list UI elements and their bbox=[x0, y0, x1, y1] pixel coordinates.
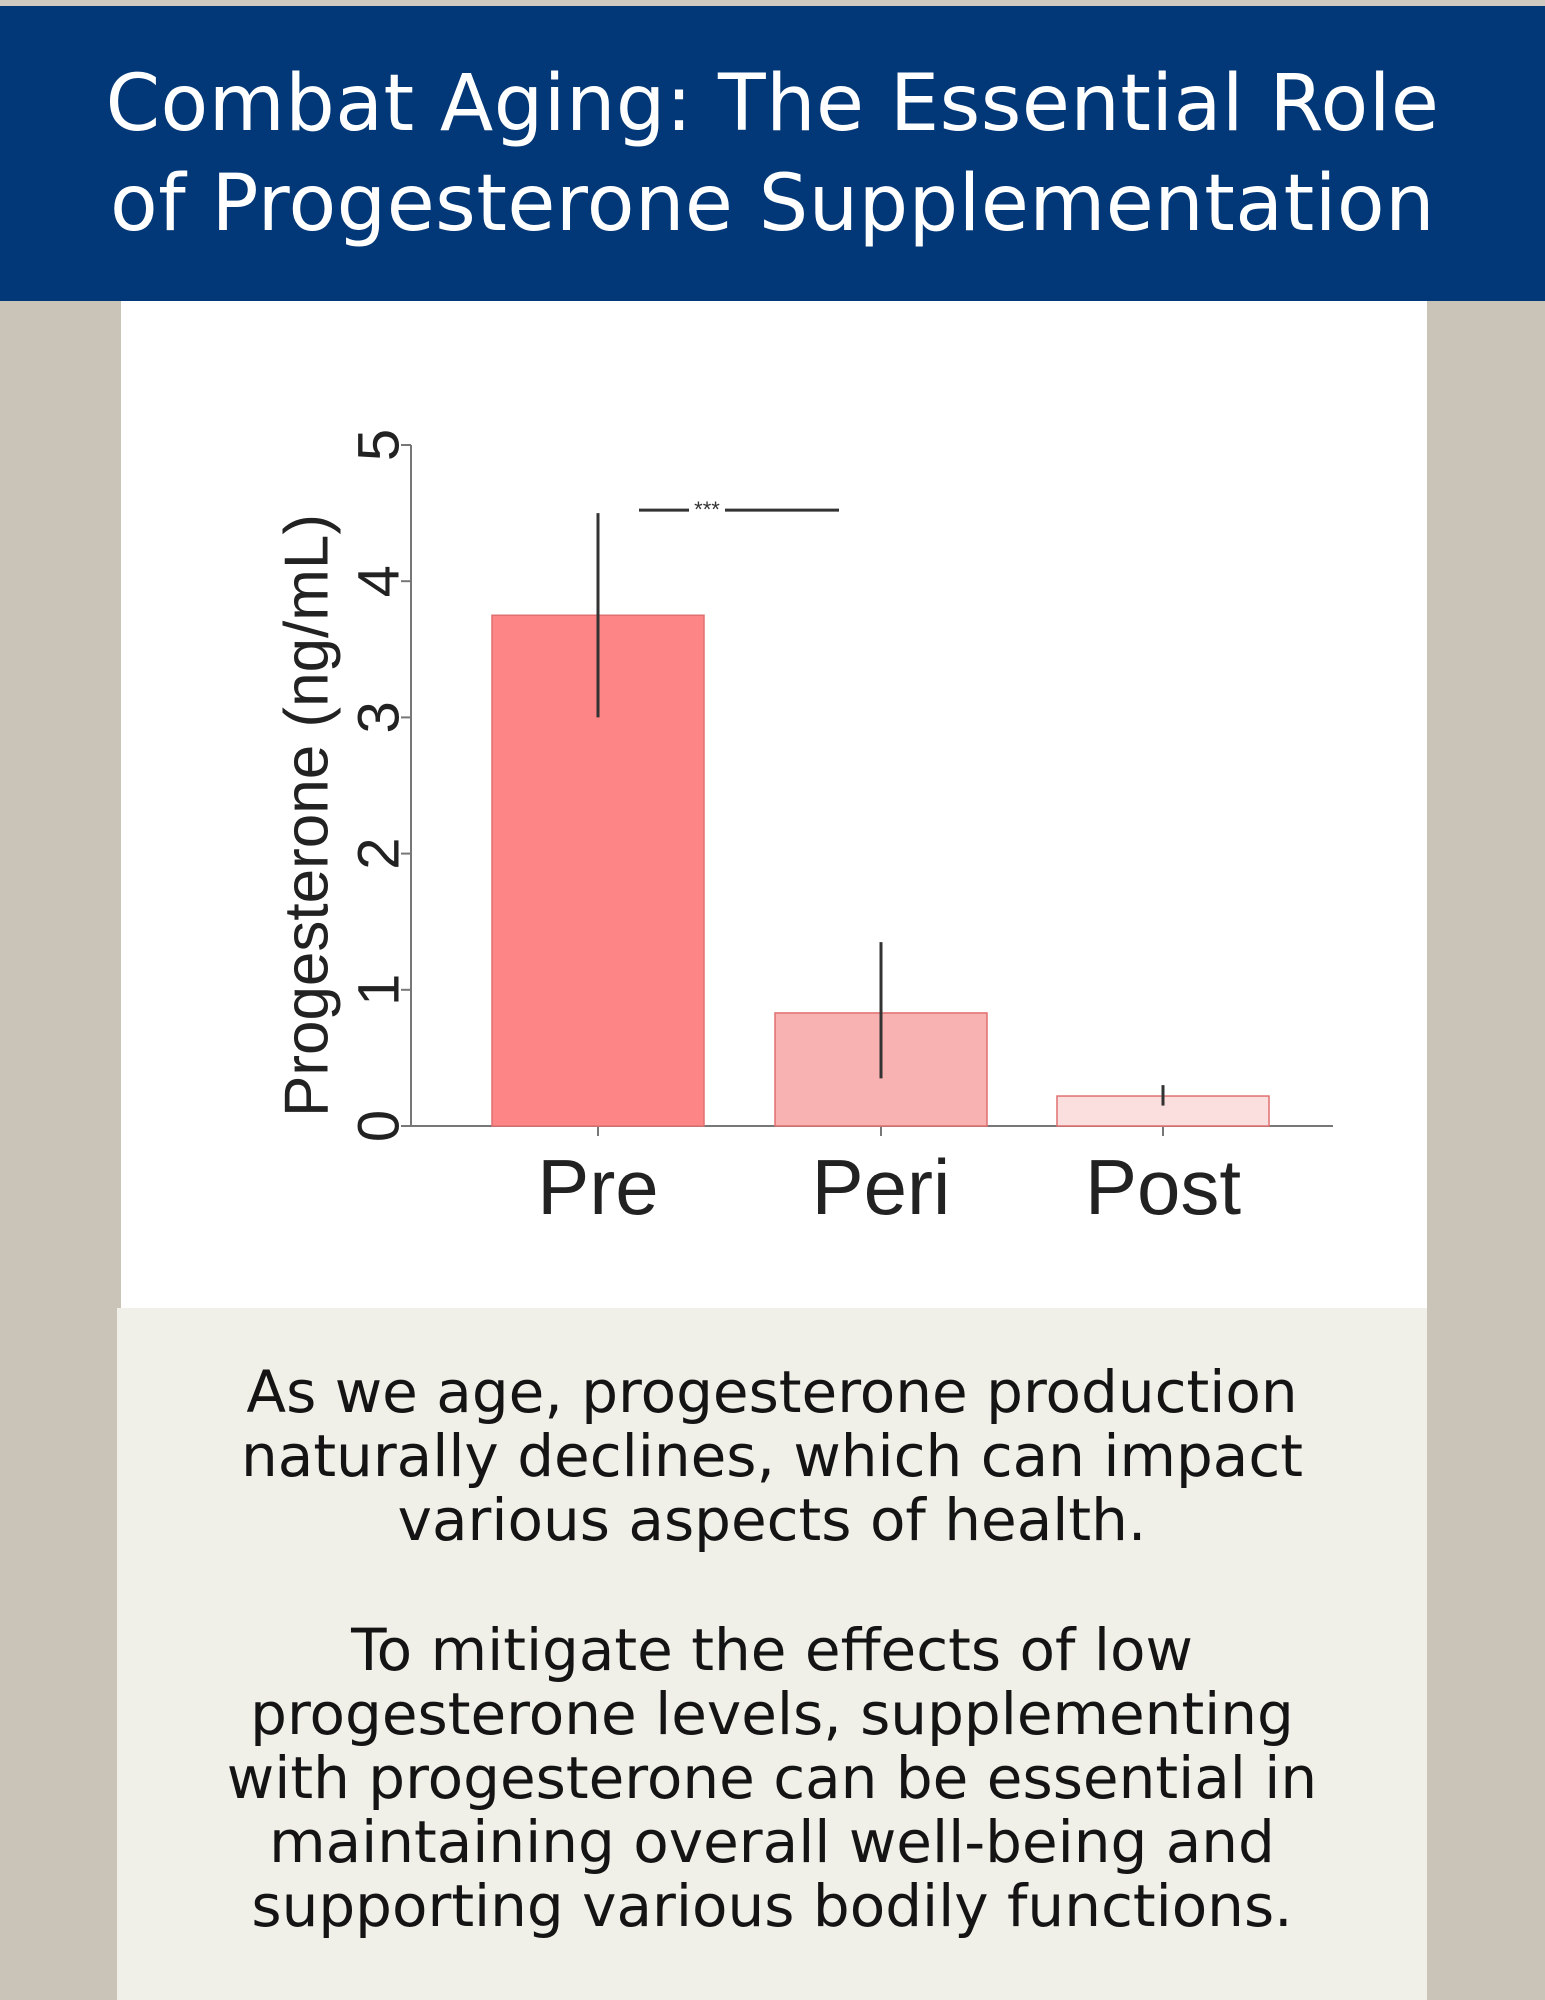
y-tick-label: 1 bbox=[346, 974, 411, 1006]
text-panel: As we age, progesterone production natur… bbox=[117, 1308, 1427, 2000]
x-tick-label-post: Post bbox=[1085, 1143, 1241, 1231]
y-tick-label: 4 bbox=[346, 565, 411, 597]
y-tick-label: 2 bbox=[346, 837, 411, 869]
chart-panel: 0 1 2 3 4 5 Progesterone (ng/mL) Pre Peri Post *** bbox=[121, 301, 1427, 1308]
paragraph-aging: As we age, progesterone production natur… bbox=[117, 1360, 1427, 1552]
paragraph-line: naturally declines, which can impact bbox=[241, 1422, 1303, 1490]
top-strip bbox=[0, 0, 1545, 6]
significance-label: *** bbox=[694, 497, 720, 522]
header-banner: Combat Aging: The Essential Role of Prog… bbox=[0, 6, 1545, 301]
paragraph-supplementing: To mitigate the effects of low progester… bbox=[117, 1618, 1427, 1938]
paragraph-line: various aspects of health. bbox=[397, 1486, 1147, 1554]
page-title-line-1: Combat Aging: The Essential Role bbox=[105, 58, 1440, 149]
y-tick-label: 3 bbox=[346, 701, 411, 733]
paragraph-line: maintaining overall well-being and bbox=[269, 1808, 1275, 1876]
paragraph-line: with progesterone can be essential in bbox=[226, 1744, 1318, 1812]
paragraph-line: To mitigate the effects of low bbox=[351, 1616, 1193, 1684]
y-tick-label: 5 bbox=[346, 429, 411, 461]
page-title-line-2: of Progesterone Supplementation bbox=[109, 158, 1436, 249]
y-axis-label: Progesterone (ng/mL) bbox=[272, 514, 341, 1117]
paragraph-line: supporting various bodily functions. bbox=[251, 1872, 1293, 1940]
paragraph-line: As we age, progesterone production bbox=[246, 1358, 1298, 1426]
x-tick-label-peri: Peri bbox=[812, 1143, 951, 1231]
x-tick-label-pre: Pre bbox=[537, 1143, 658, 1231]
bar-chart: 0 1 2 3 4 5 Progesterone (ng/mL) Pre Peri Post *** bbox=[272, 429, 1333, 1231]
paragraph-line: progesterone levels, supplementing bbox=[250, 1680, 1294, 1748]
y-tick-label: 0 bbox=[346, 1110, 411, 1142]
